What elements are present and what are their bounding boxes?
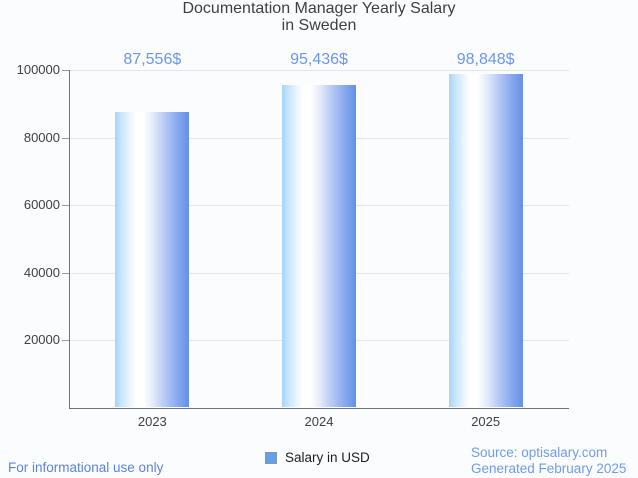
y-axis-tick <box>62 70 69 71</box>
x-axis-label: 2023 <box>137 414 167 429</box>
x-axis-label: 2025 <box>471 414 501 429</box>
chart-title: Documentation Manager Yearly Salary in S… <box>0 0 638 34</box>
y-axis-tick <box>62 137 69 139</box>
bar-value-label: 98,848$ <box>456 51 515 68</box>
bar-2025 <box>448 73 523 408</box>
gridline <box>70 70 569 71</box>
y-axis-label: 100000 <box>16 62 60 77</box>
y-axis-label: 80000 <box>23 129 60 145</box>
y-axis-label: 20000 <box>23 332 60 347</box>
footer-generated-text: Generated February 2025 <box>471 460 627 476</box>
y-axis-tick <box>62 340 69 341</box>
y-axis-tick <box>62 272 69 274</box>
bar-value-label: 87,556$ <box>123 51 182 68</box>
y-axis <box>69 70 70 409</box>
y-axis-tick <box>62 205 69 206</box>
legend-swatch-icon <box>265 451 277 464</box>
footer-source-text: Source: optisalary.com <box>471 445 608 460</box>
bar-2023 <box>115 111 190 408</box>
y-axis-label: 60000 <box>23 197 60 212</box>
bar-value-label: 95,436$ <box>290 51 348 68</box>
chart-title-line-2: in Sweden <box>281 17 357 34</box>
legend: Salary in USD <box>265 450 370 465</box>
x-axis-label: 2024 <box>304 414 334 429</box>
legend-label: Salary in USD <box>285 450 370 465</box>
bar-2024 <box>282 85 356 408</box>
y-axis-label: 40000 <box>23 264 60 280</box>
footer-source-block: Source: optisalary.com Generated Februar… <box>471 445 626 476</box>
x-axis <box>69 407 569 409</box>
chart-title-line-1: Documentation Manager Yearly Salary <box>182 0 456 17</box>
footer-disclaimer: For informational use only <box>8 460 164 475</box>
